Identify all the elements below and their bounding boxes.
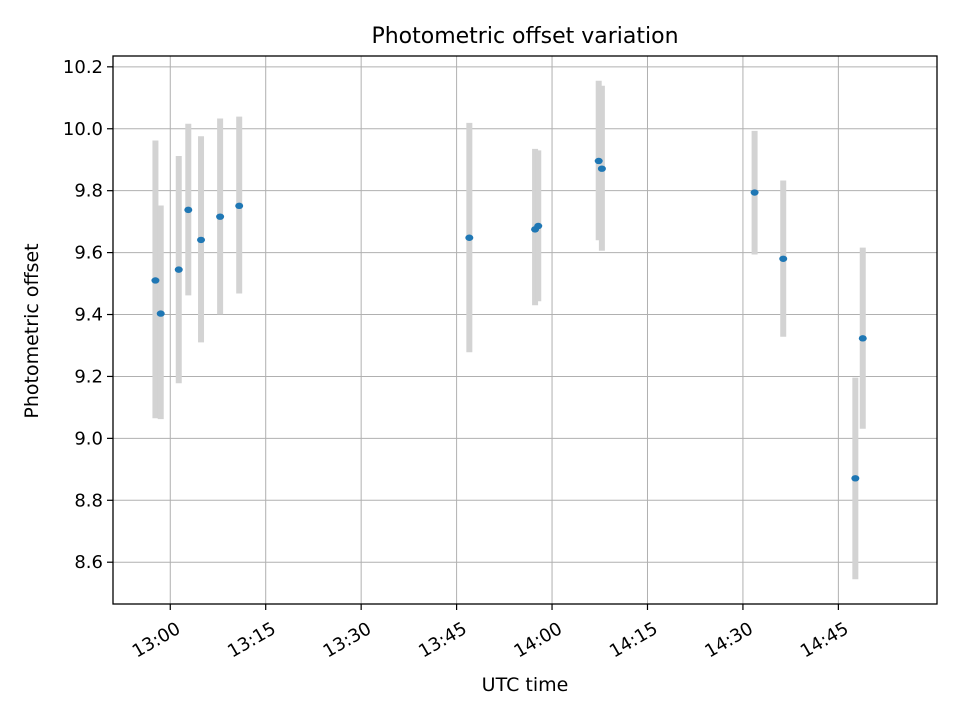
data-point — [851, 475, 860, 482]
data-point — [197, 236, 206, 244]
data-point — [184, 206, 193, 214]
data-point — [779, 255, 788, 262]
y-tick-label: 9.8 — [74, 181, 103, 202]
y-axis-ticks: 8.6 8.8 9.0 9.2 9.4 9.6 9.8 10.0 10.2 — [63, 57, 113, 573]
y-tick-label: 8.8 — [74, 490, 103, 511]
y-tick-label: 9.0 — [74, 428, 103, 449]
y-tick-label: 8.6 — [74, 552, 103, 573]
y-tick-label: 9.2 — [74, 366, 103, 387]
y-tick-label: 9.6 — [74, 243, 103, 264]
data-point — [235, 202, 244, 210]
data-point — [156, 310, 165, 317]
data-point — [465, 234, 474, 241]
data-point — [858, 335, 867, 342]
data-point — [174, 266, 183, 273]
y-tick-label: 10.2 — [63, 57, 103, 78]
chart-title: Photometric offset variation — [371, 24, 678, 49]
data-point — [750, 189, 759, 196]
x-axis-label: UTC time — [482, 674, 569, 696]
data-point — [534, 222, 543, 230]
y-tick-label: 9.4 — [74, 305, 103, 326]
y-axis-label: Photometric offset — [21, 243, 43, 418]
data-point — [151, 277, 160, 284]
data-point — [216, 213, 225, 220]
plot-frame — [112, 55, 938, 605]
data-point — [597, 165, 606, 172]
data-points — [151, 157, 867, 482]
y-tick-label: 10.0 — [63, 119, 103, 140]
grid — [113, 56, 937, 604]
data-point — [594, 157, 603, 165]
